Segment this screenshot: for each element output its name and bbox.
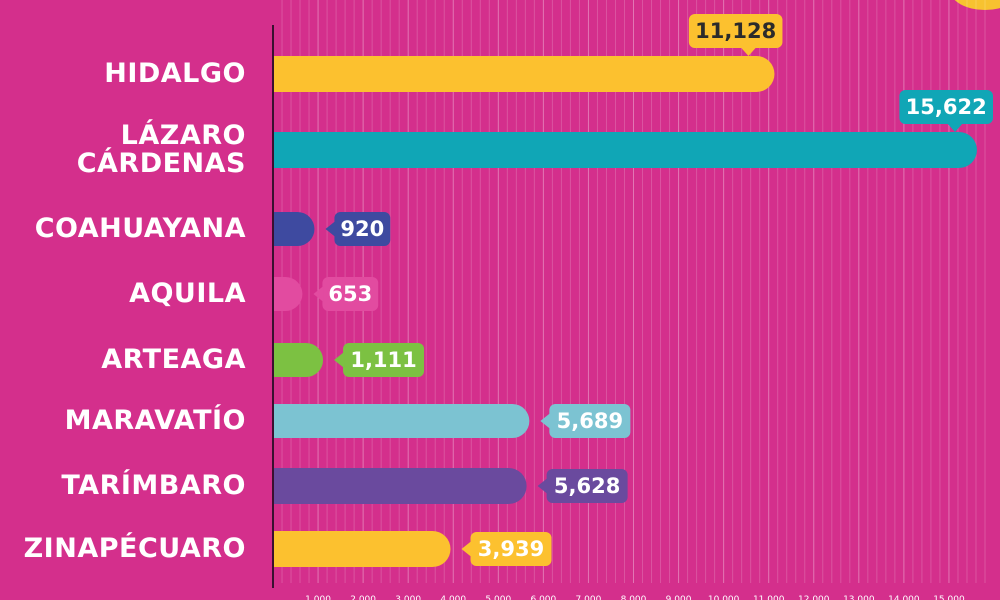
bar: [274, 132, 977, 168]
value-callout-pointer: [537, 478, 548, 494]
value-callout-pointer: [325, 221, 336, 237]
value-callout-box: [549, 404, 631, 438]
x-tick-label: 3,000: [395, 595, 421, 600]
bar-group: 653: [274, 277, 379, 311]
value-callout-pointer: [540, 413, 551, 429]
bar: [274, 404, 530, 438]
category-label: MARAVATÍO: [64, 405, 246, 436]
category-label: HIDALGO: [104, 58, 246, 89]
bar-group: 15,622: [274, 90, 993, 168]
category-label: COAHUAYANA: [34, 213, 246, 244]
value-callout-pointer: [313, 286, 324, 302]
bar: [274, 531, 451, 567]
value-callout-box: [334, 212, 391, 246]
x-tick-label: 1,000: [305, 595, 331, 600]
bar: [274, 56, 775, 92]
x-tick-label: 15,000: [933, 595, 965, 600]
category-label: AQUILA: [129, 278, 246, 309]
value-label: 11,128: [695, 19, 776, 43]
value-label: 653: [328, 282, 372, 306]
value-callout-box: [546, 469, 628, 503]
x-tick-label: 5,000: [485, 595, 511, 600]
x-tick-labels: 1,000 2,000 3,000 4,000 5,000 6,000 7,000 8,000…: [305, 595, 965, 600]
value-label: 3,939: [478, 537, 544, 561]
value-callout-pointer: [334, 352, 345, 368]
value-callout-pointer: [461, 541, 472, 557]
category-label: ZINAPÉCUARO: [23, 533, 246, 564]
category-label: ARTEAGA: [101, 344, 246, 375]
value-callout-box: [899, 90, 993, 124]
decorative-corner-shape: [950, 0, 1000, 10]
x-tick-label: 10,000: [708, 595, 740, 600]
bar-group: 3,939: [274, 531, 552, 567]
value-label: 5,689: [557, 409, 623, 433]
value-label: 15,622: [906, 95, 987, 119]
x-tick-label: 8,000: [621, 595, 647, 600]
x-tick-label: 12,000: [798, 595, 830, 600]
category-label: TARÍMBARO: [61, 470, 246, 501]
bar-group: 5,628: [274, 468, 628, 504]
bar: [274, 343, 324, 377]
x-tick-label: 2,000: [350, 595, 376, 600]
value-callout-box: [470, 532, 552, 566]
value-label: 5,628: [554, 474, 620, 498]
x-tick-label: 11,000: [753, 595, 785, 600]
value-callout-pointer: [947, 123, 963, 132]
value-callout-pointer: [740, 47, 757, 56]
bar-group: 920: [274, 212, 391, 246]
value-callout-box: [343, 343, 425, 377]
bar-group: 11,128: [274, 14, 783, 92]
value-callout-box: [688, 14, 783, 48]
bar: [274, 212, 315, 246]
value-label: 920: [340, 217, 384, 241]
bar-group: 1,111: [274, 343, 425, 377]
x-tick-label: 4,000: [440, 595, 466, 600]
x-tick-label: 14,000: [888, 595, 920, 600]
bar: [274, 468, 527, 504]
x-tick-label: 13,000: [843, 595, 875, 600]
x-tick-label: 7,000: [576, 595, 602, 600]
x-tick-label: 9,000: [666, 595, 692, 600]
value-label: 1,111: [350, 348, 416, 372]
category-label: LÁZARO CÁRDENAS: [76, 120, 246, 179]
value-callout-box: [322, 277, 379, 311]
x-tick-label: 6,000: [530, 595, 556, 600]
bar-group: 5,689: [274, 404, 631, 438]
bar: [274, 277, 303, 311]
